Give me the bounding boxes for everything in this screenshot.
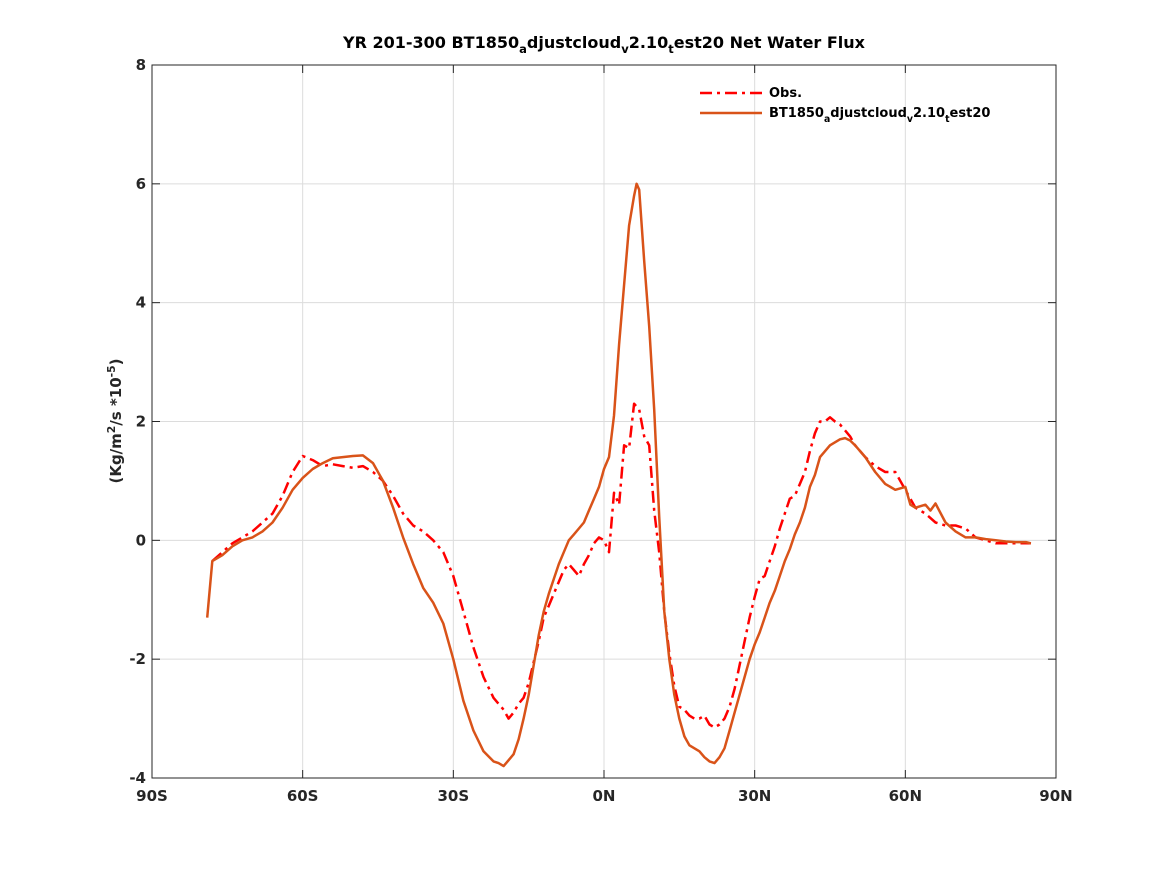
plot-lines [205, 182, 1032, 768]
x-tick-label: 90S [136, 787, 168, 805]
series-line-obs [211, 402, 1031, 729]
y-tick-label: -4 [129, 769, 146, 787]
grid [152, 65, 1056, 778]
y-tick-labels: -4 -2 0 2 4 6 8 [129, 56, 146, 787]
legend-label-obs: Obs. [769, 86, 802, 101]
x-tick-labels: 90S 60S 30S 0N 30N 60N 90N [136, 787, 1073, 805]
legend-label-model: BT1850adjustcloudv2.10test20 [769, 106, 990, 125]
series-line-model [205, 182, 1032, 768]
y-tick-label: 2 [136, 413, 146, 431]
y-tick-label: 4 [136, 294, 146, 312]
x-tick-label: 30N [738, 787, 771, 805]
legend: Obs. BT1850adjustcloudv2.10test20 [700, 86, 990, 125]
chart-title: YR 201-300 BT1850adjustcloudv2.10test20 … [342, 33, 866, 56]
ticks [151, 64, 1057, 779]
x-tick-label: 30S [437, 787, 469, 805]
y-tick-label: 0 [136, 531, 146, 549]
x-tick-label: 60S [287, 787, 319, 805]
y-tick-label: 6 [136, 175, 146, 193]
y-tick-label: -2 [129, 650, 146, 668]
y-axis-label: (Kg/m2/s *10-5) [105, 358, 125, 483]
x-tick-label: 0N [593, 787, 616, 805]
y-tick-label: 8 [136, 56, 146, 74]
x-tick-label: 90N [1039, 787, 1072, 805]
x-tick-label: 60N [889, 787, 922, 805]
